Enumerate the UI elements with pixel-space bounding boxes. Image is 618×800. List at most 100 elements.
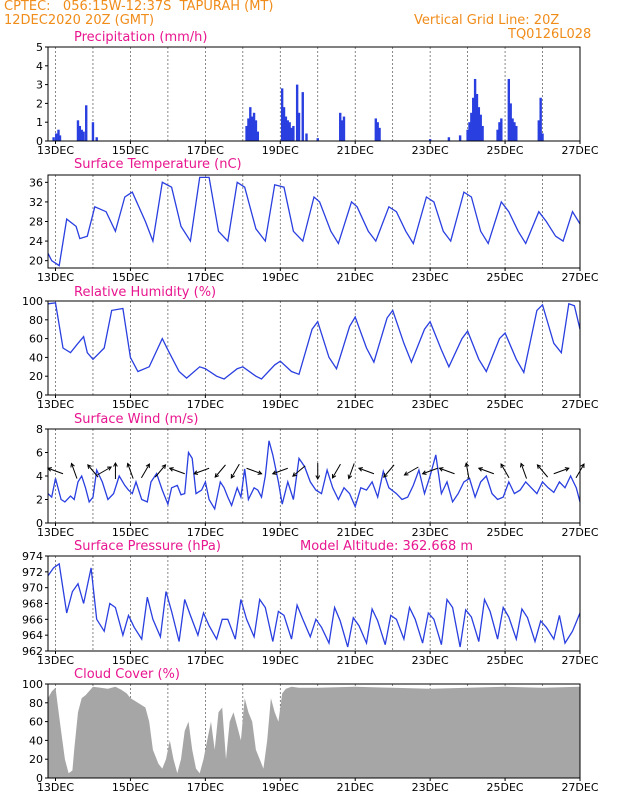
x-tick-label: 25DEC [487,526,524,539]
x-tick-label: 15DEC [112,526,149,539]
precip-bar [539,97,542,141]
precip-bar [374,118,378,141]
y-tick-label: 60 [29,716,43,729]
wind-arrow [292,465,306,477]
y-tick-label: 100 [22,678,43,691]
x-tick-label: 25DEC [487,398,524,411]
pressure-panel: 962 964 966 968 970 972 974 13DEC 15DEC 17DEC 19DE… [22,539,599,667]
precip-bar [284,116,288,141]
cloud-cover-panel: 0 20 40 60 80 100 13DEC 15DEC 17DEC 19DEC 21DEC 23D… [22,667,599,794]
precip-bar [339,112,342,141]
x-tick-label: 13DEC [37,781,74,794]
precip-bar [511,118,514,141]
precipitation-panel: 0 1 2 3 4 5 13DEC 15DEC 17DEC 19DEC 21DEC 23DEC 25DE… [36,30,599,157]
wind-frame [47,428,581,524]
x-tick-label: 21DEC [337,398,374,411]
precip-bar [500,118,503,141]
x-tick-label: 15DEC [112,654,149,667]
precip-bar [541,133,544,141]
page-header: CPTEC: 056:15W-12:37S TAPURAH (MT) 12DEC… [0,0,618,42]
precip-bar [475,94,479,141]
x-tick-label: 25DEC [487,144,524,157]
precip-bar [55,133,58,141]
x-tick-label: 27DEC [561,144,598,157]
wind-arrow [357,467,375,475]
wind-arrow [168,467,185,475]
y-tick-label: 5 [36,41,43,54]
precip-bar [498,122,501,141]
wind-arrow [536,464,549,478]
x-tick-label: 15DEC [112,781,149,794]
precip-bar [378,127,381,141]
x-tick-label: 19DEC [262,781,299,794]
precip-bar [95,137,98,141]
pressure-subtitle: Model Altitude: 362.668 m [300,539,473,554]
y-tick-label: 972 [22,566,43,579]
precip-bar [286,120,289,141]
x-tick-label: 21DEC [337,654,374,667]
temperature-frame [47,174,581,269]
y-tick-label: 24 [29,235,43,248]
x-tick-label: 19DEC [262,526,299,539]
y-tick-label: 40 [29,734,43,747]
precip-bar [301,92,304,141]
x-tick-label: 25DEC [487,781,524,794]
x-tick-label: 19DEC [262,144,299,157]
y-tick-label: 0 [36,517,43,530]
y-tick-label: 36 [29,176,43,189]
y-tick-label: 2 [36,97,43,110]
x-tick-label: 23DEC [412,271,449,284]
cloud-cover-title: Cloud Cover (%) [74,667,180,682]
humidity-panel: 0 20 40 60 80 100 13DEC 15DEC 17DEC 19DEC 21DEC 23D… [22,285,599,411]
x-tick-label: 19DEC [262,654,299,667]
precip-bar [472,97,475,141]
precip-bar [82,131,85,141]
pressure-frame [47,555,581,652]
wind-arrow [347,463,355,480]
y-tick-label: 4 [36,60,43,73]
precip-bar [252,112,256,141]
x-tick-label: 17DEC [187,398,224,411]
x-tick-label: 23DEC [412,526,449,539]
x-tick-label: 15DEC [112,398,149,411]
precip-bar [295,84,299,141]
product-code-label: TQ0126L028 [508,27,592,42]
humidity-line [47,302,581,380]
x-tick-label: 13DEC [37,398,74,411]
wind-arrow [464,462,470,479]
x-tick-label: 25DEC [487,271,524,284]
y-tick-label: 20 [29,370,43,383]
precip-bar [280,88,284,141]
precip-bar [80,129,83,141]
x-tick-label: 21DEC [337,144,374,157]
wind-arrow [70,462,78,479]
grid-note-label: Vertical Grid Line: 20Z [414,13,560,28]
y-tick-label: 40 [29,351,43,364]
wind-arrow [315,463,321,481]
precip-bar [292,125,295,141]
x-tick-label: 13DEC [37,144,74,157]
wind-arrow [113,461,118,479]
wind-line [47,440,581,511]
y-tick-label: 1 [36,116,43,129]
temperature-panel: 20 24 28 32 36 13DEC 15DEC 17DEC 19DEC 21DEC 23DEC… [29,157,599,284]
wind-arrow [246,467,263,475]
y-tick-label: 20 [29,255,43,268]
precip-bar [458,135,462,141]
precip-bar [515,125,518,141]
x-tick-label: 27DEC [561,398,598,411]
wind-arrow [383,464,395,478]
precip-bar [85,105,88,141]
wind-arrow [421,467,438,475]
x-tick-label: 21DEC [337,526,374,539]
wind-arrow [403,466,419,476]
precip-bar [509,103,512,141]
pressure-line [47,562,581,648]
precipitation-frame [47,46,581,142]
x-tick-label: 17DEC [187,781,224,794]
wind-arrow [154,464,167,478]
precip-bar [245,125,248,141]
x-tick-label: 17DEC [187,271,224,284]
precip-bar [297,112,301,141]
y-tick-label: 6 [36,447,43,460]
